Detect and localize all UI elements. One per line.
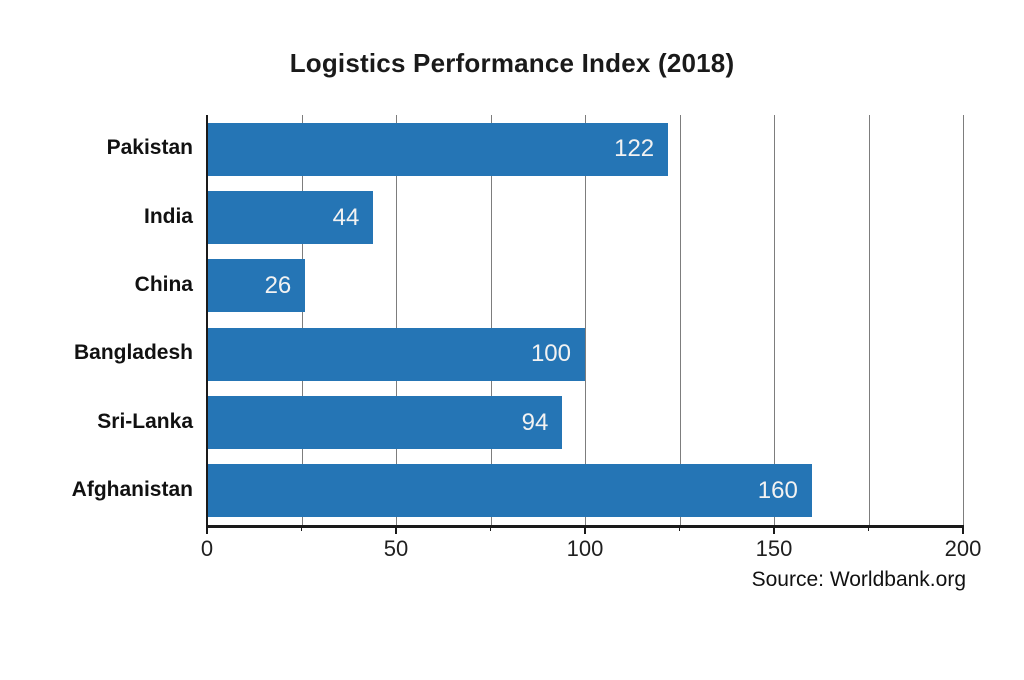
x-tick-100	[584, 525, 586, 534]
x-tick-label-100: 100	[566, 536, 604, 561]
bar-row: China 26	[135, 259, 963, 313]
bar-bangladesh: 100	[207, 327, 585, 381]
chart-title: Logistics Performance Index (2018)	[289, 48, 735, 78]
bar-value-label: 94	[521, 408, 549, 436]
x-tick-25	[300, 525, 302, 531]
bar-row: India 44	[144, 191, 963, 244]
x-tick-label-50: 50	[383, 536, 409, 561]
bar-china: 26	[207, 259, 306, 313]
bar-sri-lanka: 94	[207, 396, 563, 449]
gridline-x-175	[868, 115, 870, 525]
category-label-sri-lanka: Sri-Lanka	[97, 409, 193, 433]
bar-afghanistan: 160	[207, 464, 812, 518]
gridline-x-125	[679, 115, 681, 525]
bar-value-label: 100	[530, 340, 571, 368]
bar-row: Pakistan 122	[107, 122, 963, 176]
bar-india: 44	[207, 191, 374, 244]
gridline-x-25	[301, 115, 303, 525]
x-tick-label-200: 200	[944, 536, 982, 561]
bar-row: Afghanistan 160	[72, 464, 963, 518]
y-axis-spine	[206, 115, 208, 525]
x-tick-125	[678, 525, 680, 531]
gridline-x-150	[774, 115, 775, 525]
x-tick-150	[773, 525, 775, 534]
bar-row: Sri-Lanka 94	[97, 396, 963, 449]
category-label-china: China	[134, 272, 193, 296]
x-tick-50	[395, 525, 397, 534]
gridline-x-100	[585, 115, 586, 525]
x-tick-200	[962, 525, 964, 534]
bar-pakistan: 122	[207, 122, 669, 176]
bar-value-label: 26	[264, 271, 292, 299]
gridline-x-75	[490, 115, 492, 525]
plot-area: Pakistan 122 India 44 China 26 Bangladesh 100 Sr…	[72, 115, 964, 528]
bar-value-label: 44	[332, 203, 360, 231]
bar-row: Bangladesh 100	[74, 327, 963, 381]
x-tick-0	[206, 525, 208, 534]
category-label-pakistan: Pakistan	[106, 136, 193, 160]
source-note: Source: Worldbank.org	[751, 568, 966, 591]
x-tick-label-150: 150	[755, 536, 793, 561]
bar-value-label: 160	[757, 476, 798, 504]
gridline-x-200	[963, 115, 964, 525]
bar-value-label: 122	[614, 135, 655, 163]
x-tick-label-0: 0	[200, 536, 214, 561]
gridline-x-50	[396, 115, 397, 525]
x-tick-75	[489, 525, 491, 531]
category-label-bangladesh: Bangladesh	[73, 341, 193, 365]
category-label-india: India	[143, 204, 193, 228]
category-label-afghanistan: Afghanistan	[71, 477, 193, 501]
x-tick-175	[867, 525, 869, 531]
